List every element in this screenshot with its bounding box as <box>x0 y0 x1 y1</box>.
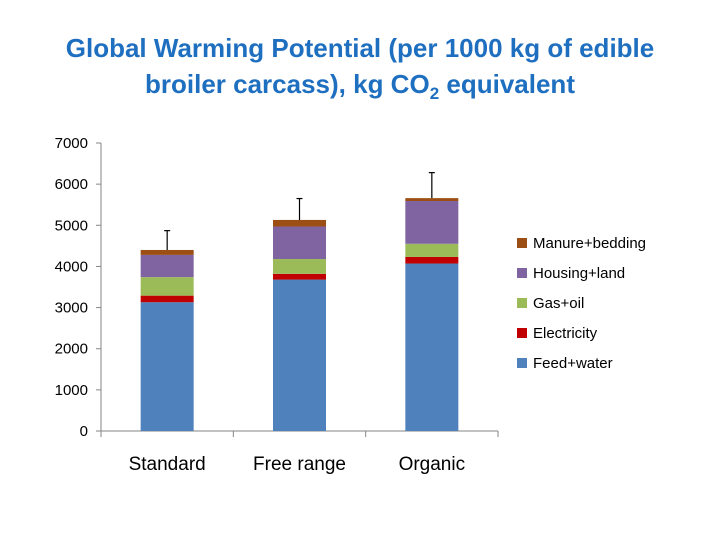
chart-title-line-2-post: equivalent <box>439 69 575 99</box>
y-tick-label: 6000 <box>55 176 88 193</box>
bar-segment <box>273 273 326 280</box>
bar-segment <box>273 226 326 260</box>
chart-title-line-1: Global Warming Potential (per 1000 kg of… <box>65 33 655 63</box>
chart-title-subscript: 2 <box>429 84 440 104</box>
legend-label: Feed+water <box>533 355 613 372</box>
x-category-label: Standard <box>129 454 206 475</box>
legend-swatch <box>517 298 527 308</box>
legend-label: Gas+oil <box>533 295 584 312</box>
bar-segment <box>405 201 459 244</box>
legend: Manure+bedding Housing+land Gas+oil Electri… <box>517 235 646 372</box>
legend-label: Housing+land <box>533 265 625 282</box>
y-tick-label: 5000 <box>55 217 88 234</box>
chart-title: Global Warming Potential (per 1000 kg of… <box>0 30 720 102</box>
y-tick-label: 3000 <box>55 300 88 317</box>
bar-segment <box>273 219 326 227</box>
legend-label: Electricity <box>533 325 598 342</box>
bar-segment <box>405 198 459 202</box>
x-category-label: Organic <box>399 454 466 475</box>
legend-swatch <box>517 238 527 248</box>
y-tick-label: 0 <box>80 423 88 440</box>
bar-segment <box>140 295 194 303</box>
bar-segment <box>273 279 326 431</box>
bar-segment <box>140 302 194 431</box>
chart-title-line-2: broiler carcass), kg CO2 equivalent <box>0 66 720 102</box>
legend-label: Manure+bedding <box>533 235 646 252</box>
error-bars <box>164 172 435 250</box>
legend-swatch <box>517 268 527 278</box>
y-tick-label: 4000 <box>55 258 88 275</box>
bar-segment <box>405 263 459 431</box>
bar-segment <box>405 243 459 257</box>
y-tick-label: 7000 <box>55 135 88 152</box>
bar-segment <box>273 259 326 274</box>
legend-swatch <box>517 328 527 338</box>
y-tick-label: 2000 <box>55 341 88 358</box>
bar-segment <box>140 249 194 255</box>
bar-segment <box>140 277 194 296</box>
chart-title-line-2-pre: broiler carcass), kg CO <box>145 69 430 99</box>
y-tick-label: 1000 <box>55 382 88 399</box>
bars <box>140 198 459 431</box>
x-category-label: Free range <box>253 454 346 475</box>
bar-segment <box>140 254 194 278</box>
bar-segment <box>405 256 459 264</box>
legend-swatch <box>517 358 527 368</box>
